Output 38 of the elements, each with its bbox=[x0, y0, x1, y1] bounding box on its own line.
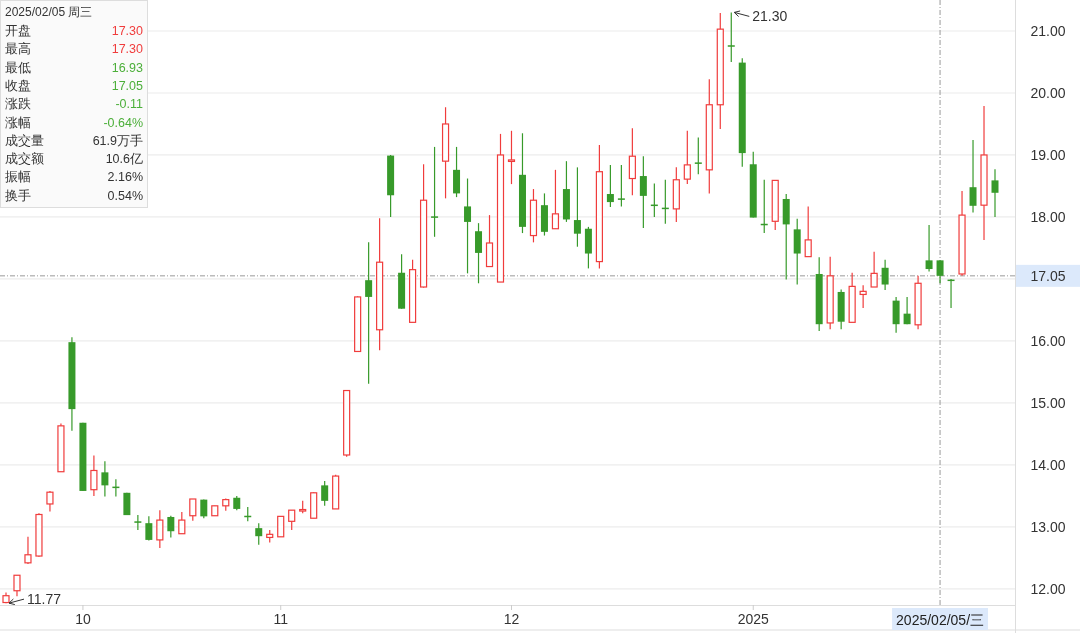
text: -0.11 bbox=[115, 97, 143, 112]
category-label: 成交量 bbox=[5, 132, 44, 148]
text: 17.30 bbox=[111, 24, 143, 38]
x-tick-label: 10 bbox=[75, 611, 91, 627]
category-label: 最高 bbox=[5, 41, 31, 57]
y-tick-label: 12.00 bbox=[1030, 580, 1066, 597]
y-tick-label: 18.00 bbox=[1030, 208, 1066, 225]
category-label: 成交额 bbox=[5, 151, 44, 167]
text: 61.9万手 bbox=[92, 133, 143, 148]
category-label: 最低 bbox=[5, 60, 31, 75]
category-label: 振幅 bbox=[5, 170, 31, 185]
y-tick-label: 19.00 bbox=[1030, 146, 1066, 163]
text: -0.64% bbox=[103, 115, 143, 130]
annotation: 21.30 bbox=[752, 8, 788, 25]
category-label: 换手 bbox=[5, 188, 31, 203]
text: 17.05 bbox=[111, 78, 143, 93]
x-tick-label: 2025 bbox=[737, 611, 770, 627]
x-tick-label: 2025/02/05/三 bbox=[896, 612, 985, 628]
x-tick-label: 12 bbox=[503, 611, 520, 627]
text: 0.54% bbox=[107, 188, 143, 203]
x-tick-label: 11 bbox=[273, 611, 289, 627]
category-label: 涨幅 bbox=[5, 115, 31, 130]
category-label: 收盘 bbox=[5, 78, 31, 93]
y-tick-label: 14.00 bbox=[1030, 456, 1066, 473]
category-label: 开盘 bbox=[5, 24, 31, 38]
text: 2025/02/05 周三 bbox=[5, 5, 93, 19]
category-label: 涨跌 bbox=[5, 97, 31, 112]
text: 2.16% bbox=[107, 170, 143, 185]
text: 17.30 bbox=[111, 42, 143, 57]
y-tick-label: 20.00 bbox=[1030, 84, 1066, 101]
y-tick-label: 13.00 bbox=[1030, 518, 1066, 535]
annotation: 11.77 bbox=[27, 591, 62, 608]
y-tick-label: 21.00 bbox=[1030, 22, 1066, 39]
y-tick-label: 15.00 bbox=[1030, 394, 1066, 411]
text: 16.93 bbox=[111, 60, 143, 75]
text: 10.6亿 bbox=[105, 152, 143, 167]
ref-line-label: 17.05 bbox=[1030, 267, 1066, 284]
y-tick-label: 16.00 bbox=[1030, 332, 1066, 349]
